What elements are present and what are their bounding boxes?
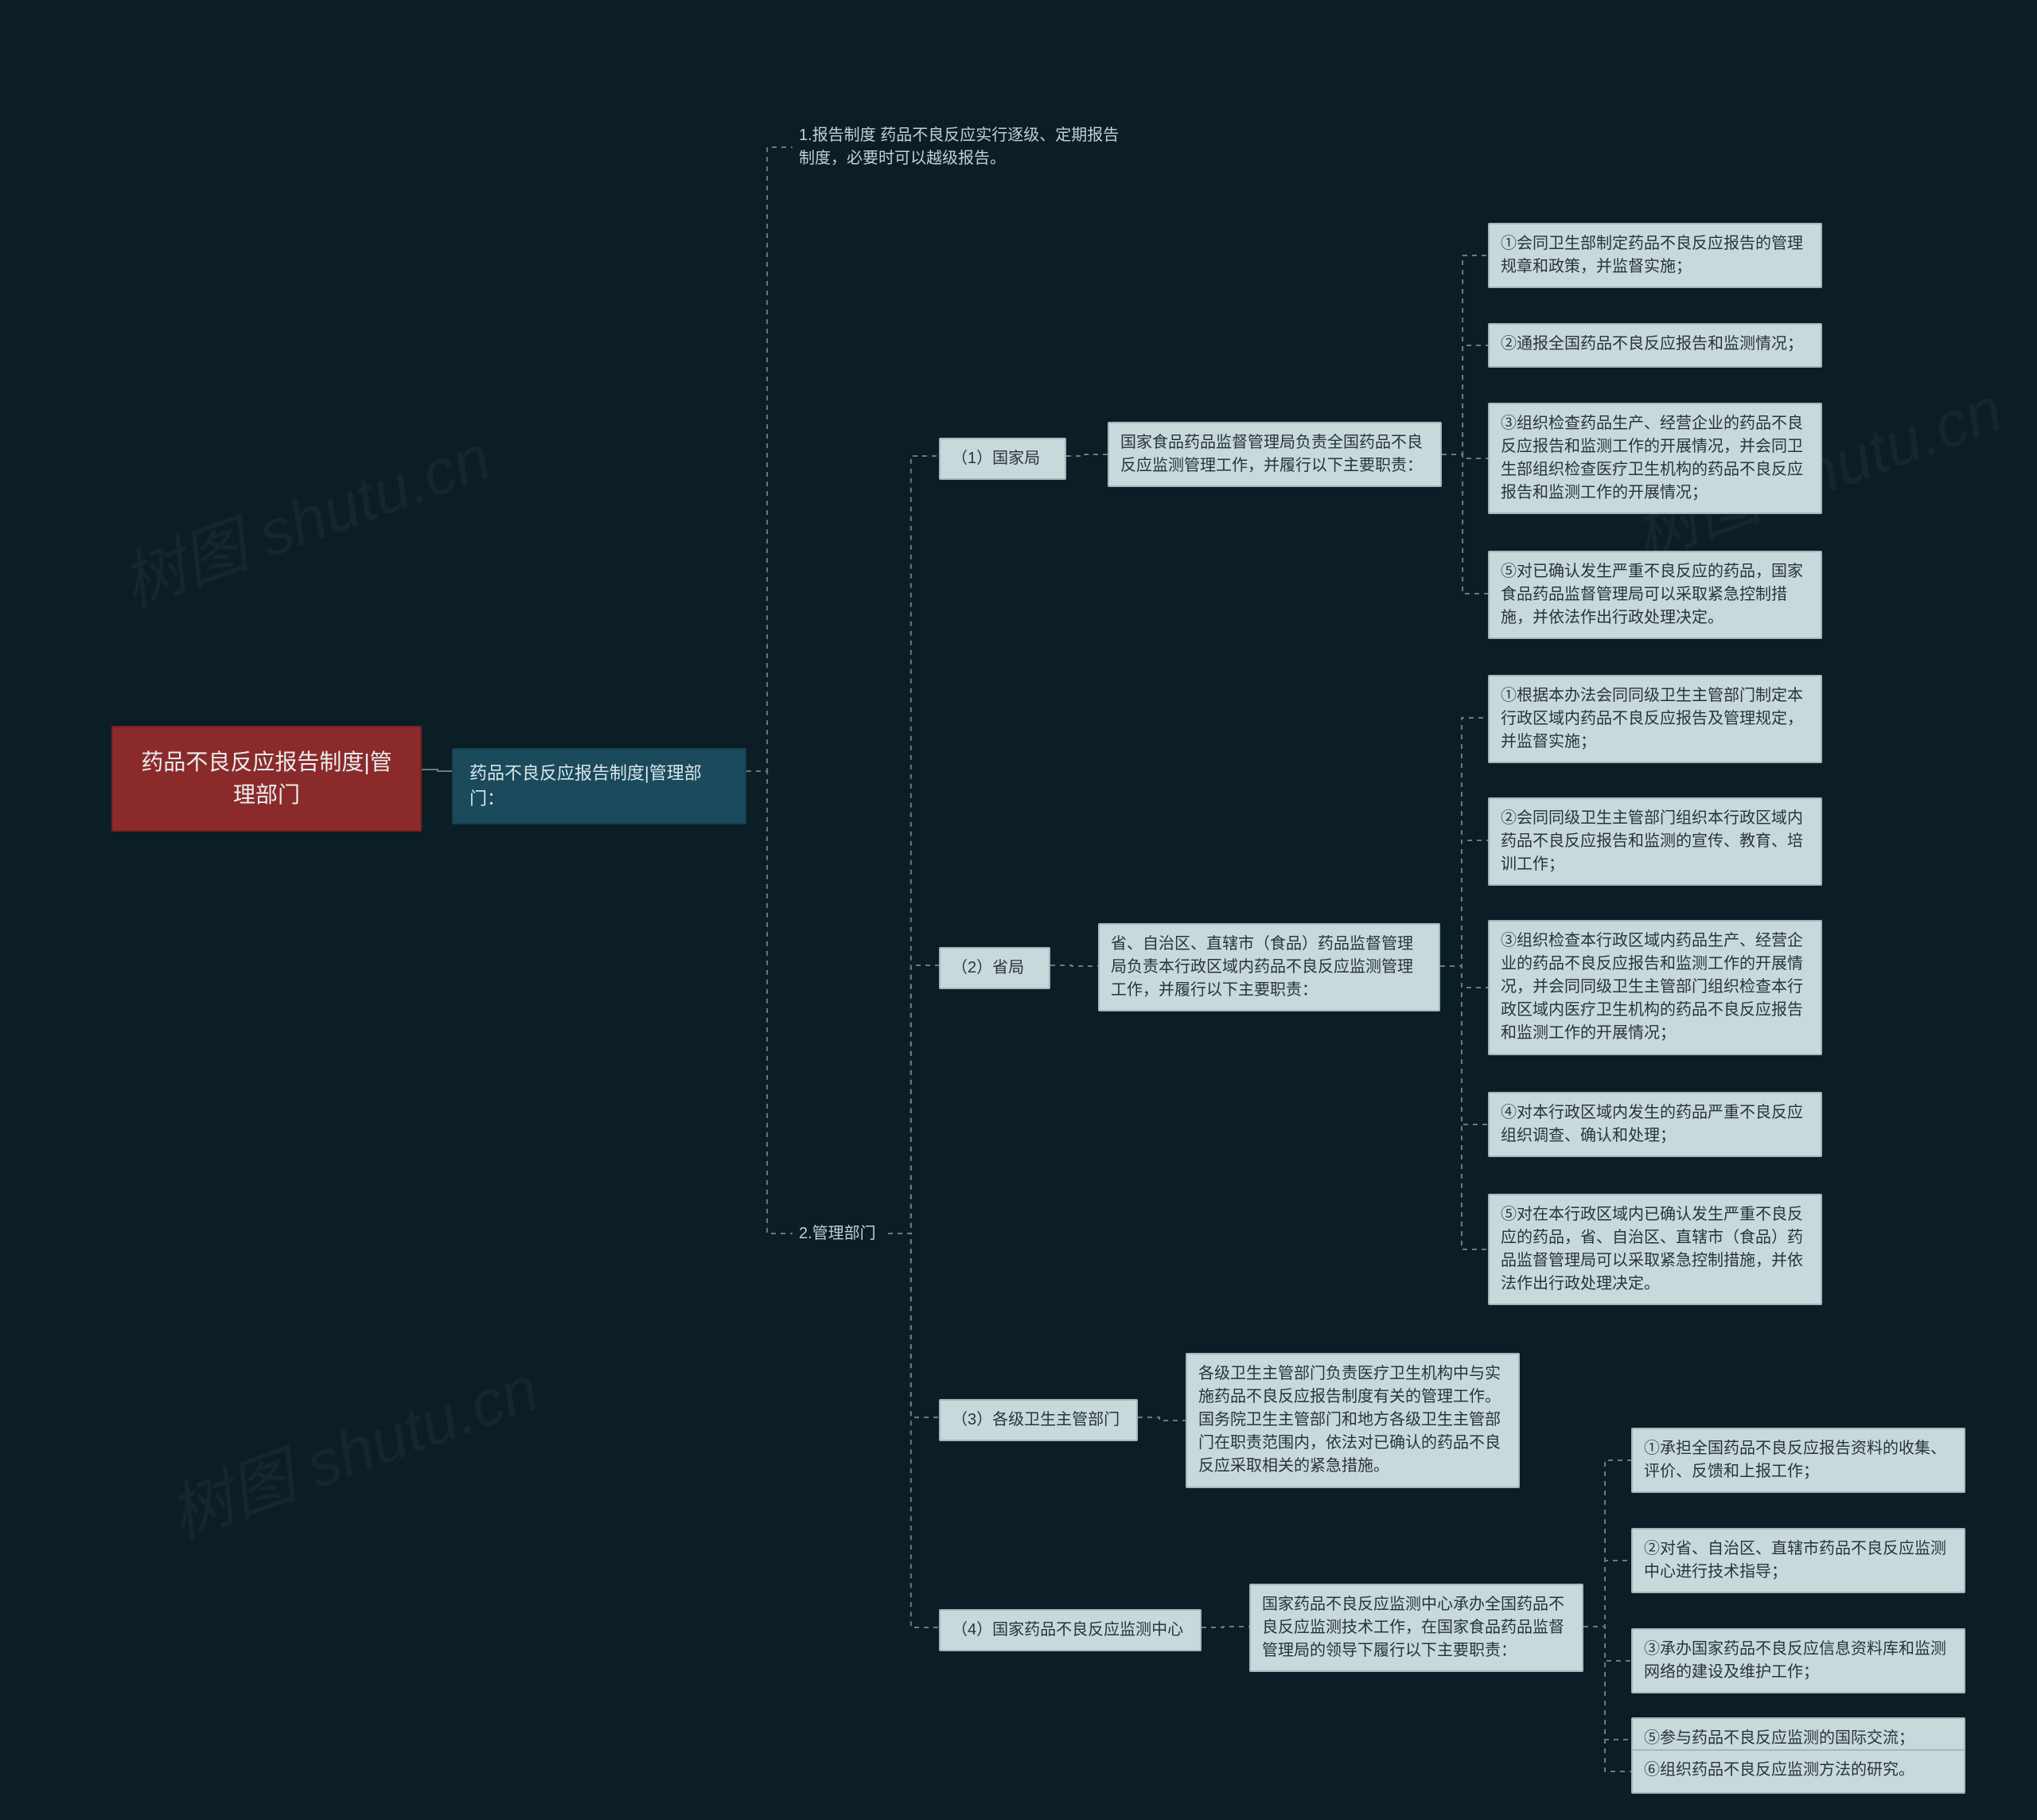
node-monitor-duty-1[interactable]: ①承担全国药品不良反应报告资料的收集、评价、反馈和上报工作；: [1631, 1428, 1965, 1493]
node-management-dept[interactable]: 2.管理部门: [793, 1218, 888, 1250]
node-health-dept-desc[interactable]: 各级卫生主管部门负责医疗卫生机构中与实施药品不良反应报告制度有关的管理工作。国务…: [1186, 1353, 1520, 1488]
level1-node[interactable]: 药品不良反应报告制度|管理部门：: [452, 748, 746, 824]
watermark: 树图 shutu.cn: [155, 1338, 549, 1557]
node-national-duty-2[interactable]: ②通报全国药品不良反应报告和监测情况；: [1488, 323, 1822, 368]
node-national-duty-1[interactable]: ①会同卫生部制定药品不良反应报告的管理规章和政策，并监督实施；: [1488, 223, 1822, 288]
node-national-duty-3[interactable]: ③组织检查药品生产、经营企业的药品不良反应报告和监测工作的开展情况，并会同卫生部…: [1488, 403, 1822, 514]
node-monitor-center[interactable]: （4）国家药品不良反应监测中心: [939, 1609, 1202, 1651]
watermark: 树图 shutu.cn: [107, 407, 501, 626]
node-provincial-duty-4[interactable]: ④对本行政区域内发生的药品严重不良反应组织调查、确认和处理；: [1488, 1092, 1822, 1157]
node-provincial-duty-2[interactable]: ②会同同级卫生主管部门组织本行政区域内药品不良反应报告和监测的宣传、教育、培训工…: [1488, 797, 1822, 886]
node-provincial-bureau[interactable]: （2）省局: [939, 947, 1050, 989]
node-monitor-duty-2[interactable]: ②对省、自治区、直辖市药品不良反应监测中心进行技术指导；: [1631, 1528, 1965, 1593]
node-provincial-bureau-desc[interactable]: 省、自治区、直辖市（食品）药品监督管理局负责本行政区域内药品不良反应监测管理工作…: [1098, 923, 1440, 1011]
node-monitor-duty-3[interactable]: ③承办国家药品不良反应信息资料库和监测网络的建设及维护工作；: [1631, 1628, 1965, 1693]
node-provincial-duty-1[interactable]: ①根据本办法会同同级卫生主管部门制定本行政区域内药品不良反应报告及管理规定，并监…: [1488, 675, 1822, 763]
node-provincial-duty-3[interactable]: ③组织检查本行政区域内药品生产、经营企业的药品不良反应报告和监测工作的开展情况，…: [1488, 920, 1822, 1055]
node-monitor-center-desc[interactable]: 国家药品不良反应监测中心承办全国药品不良反应监测技术工作，在国家食品药品监督管理…: [1249, 1584, 1583, 1672]
node-national-bureau-desc[interactable]: 国家食品药品监督管理局负责全国药品不良反应监测管理工作，并履行以下主要职责：: [1108, 422, 1442, 487]
root-node[interactable]: 药品不良反应报告制度|管理部门: [111, 726, 422, 832]
node-monitor-duty-6[interactable]: ⑥组织药品不良反应监测方法的研究。: [1631, 1749, 1965, 1794]
node-national-duty-5[interactable]: ⑤对已确认发生严重不良反应的药品，国家食品药品监督管理局可以采取紧急控制措施，并…: [1488, 551, 1822, 639]
node-national-bureau[interactable]: （1）国家局: [939, 438, 1066, 480]
node-report-system[interactable]: 1.报告制度 药品不良反应实行逐级、定期报告制度，必要时可以越级报告。: [793, 119, 1127, 175]
node-health-dept[interactable]: （3）各级卫生主管部门: [939, 1399, 1138, 1441]
node-provincial-duty-5[interactable]: ⑤对在本行政区域内已确认发生严重不良反应的药品，省、自治区、直辖市（食品）药品监…: [1488, 1194, 1822, 1305]
